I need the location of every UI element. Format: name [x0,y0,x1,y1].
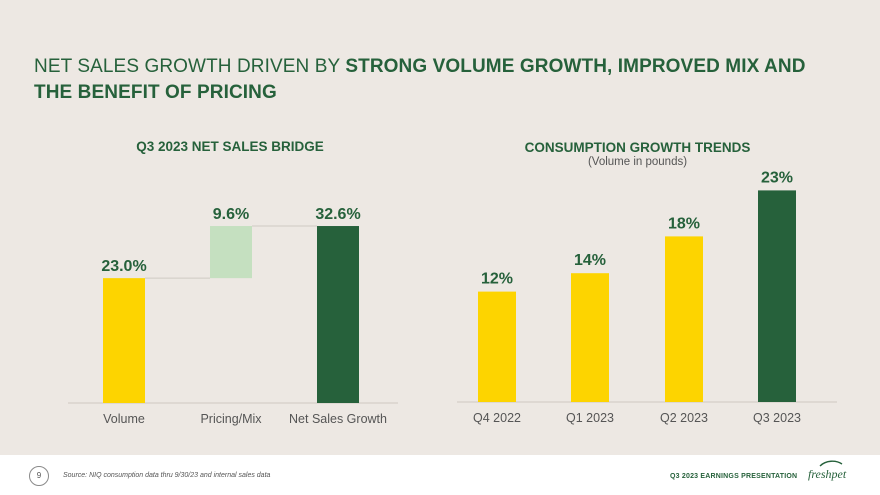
bridge-bar-pricing-mix [210,226,252,279]
headline-regular: NET SALES GROWTH DRIVEN BY [34,56,340,77]
bridge-bar-volume [103,278,145,403]
bridge-category-label: Net Sales Growth [289,412,387,426]
trends-chart-title: CONSUMPTION GROWTH TRENDS [524,140,751,155]
source-note: Source: NIQ consumption data thru 9/30/2… [63,472,271,479]
trends-bar-q2-2023 [665,236,703,402]
trends-data-label: 12% [481,271,513,288]
bridge-data-label: 32.6% [315,206,360,223]
trends-category-label: Q3 2023 [753,411,801,425]
bridge-category-label: Volume [103,412,145,426]
slide-headline: NET SALES GROWTH DRIVEN BY STRONG VOLUME… [34,54,834,106]
bridge-bar-net-sales-growth [317,226,359,403]
bridge-chart-title: Q3 2023 NET SALES BRIDGE [136,139,324,154]
consumption-trends-chart: 12% Q4 2022 14% Q1 2023 18% Q2 2023 23% Q3 2023 [457,169,837,425]
deck-label: Q3 2023 EARNINGS PRESENTATION [670,473,798,480]
trends-chart-subtitle: (Volume in pounds) [587,156,688,168]
trends-bar-q4-2022 [478,291,516,402]
trends-category-label: Q2 2023 [660,411,708,425]
bridge-data-label: 23.0% [101,258,146,275]
bridge-category-label: Pricing/Mix [200,412,262,426]
page-number: 9 [29,466,49,486]
trends-data-label: 18% [668,215,700,232]
net-sales-bridge-chart: 23.0% Volume 9.6% Pricing/Mix 32.6% Net Sales… [68,206,398,426]
headline-bold: STRONG VOLUME GROWTH, IMPROVED MIX AND T… [34,56,806,103]
bridge-data-label: 9.6% [213,206,249,223]
trends-data-label: 23% [761,169,793,186]
footer-bar [0,455,880,495]
trends-category-label: Q4 2022 [473,411,521,425]
logo-text: freshpet [808,467,847,481]
trends-data-label: 14% [574,252,606,269]
trends-category-label: Q1 2023 [566,411,614,425]
freshpet-logo: freshpet [808,460,847,481]
trends-bar-q3-2023 [758,190,796,402]
trends-bar-q1-2023 [571,273,609,402]
